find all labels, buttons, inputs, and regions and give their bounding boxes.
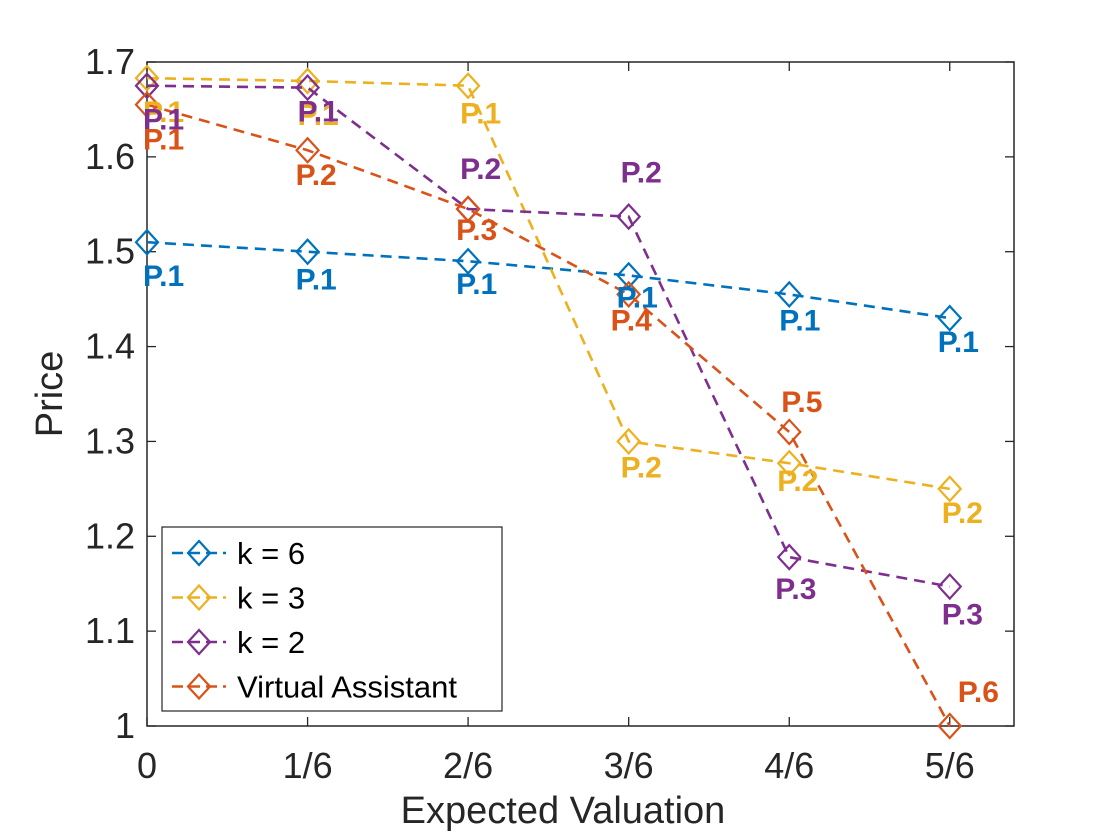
x-tick-label: 3/6 bbox=[604, 745, 654, 786]
axis-ticks: 0 1/6 2/6 3/6 4/6 5/6 1 1.1 1.2 1.3 1.4 1.5 1.6 1.7 bbox=[85, 41, 1014, 786]
data-point-marker bbox=[455, 247, 481, 275]
legend-item-2: k = 2 bbox=[172, 625, 305, 660]
point-labels: P.1 P.1 P.1 P.1P.1P.1P.1 P.1 P.1P.2 P.2P.2P.1 P… bbox=[143, 96, 999, 709]
y-tick-label: 1.7 bbox=[85, 41, 135, 82]
x-tick-label: 1/6 bbox=[283, 745, 333, 786]
legend-marker bbox=[186, 628, 212, 656]
data-point-marker bbox=[937, 572, 963, 601]
point-label: P.2 bbox=[777, 465, 818, 498]
point-label: P.3 bbox=[456, 214, 497, 247]
legend-label: k = 3 bbox=[237, 581, 305, 616]
y-tick-label: 1.2 bbox=[85, 515, 135, 556]
x-axis-title: Expected Valuation bbox=[401, 790, 726, 832]
legend-marker bbox=[186, 672, 212, 701]
point-label: P.1 bbox=[617, 281, 658, 314]
point-label: P.2 bbox=[296, 159, 337, 192]
point-label: P.1 bbox=[938, 326, 979, 359]
data-point-marker bbox=[134, 228, 160, 256]
series-1 bbox=[134, 64, 963, 503]
point-label: P.2 bbox=[621, 157, 662, 190]
point-label: P.1 bbox=[143, 104, 184, 137]
legend-item-0: k = 6 bbox=[172, 536, 305, 571]
y-axis-title: Price bbox=[29, 351, 71, 438]
data-point-marker bbox=[937, 304, 963, 332]
legend-marker bbox=[186, 583, 212, 612]
legend-marker bbox=[186, 539, 212, 567]
data-point-marker bbox=[295, 67, 321, 95]
data-point-marker bbox=[134, 91, 160, 119]
point-label: P.3 bbox=[942, 599, 983, 632]
series-3 bbox=[134, 91, 963, 740]
data-point-marker bbox=[776, 449, 802, 477]
point-label: P.4 bbox=[611, 304, 652, 337]
point-label: P.1 bbox=[298, 99, 339, 132]
point-label: P.1 bbox=[456, 268, 497, 301]
data-point-marker bbox=[616, 261, 642, 290]
point-label: P.1 bbox=[779, 304, 820, 337]
data-point-marker bbox=[295, 238, 321, 266]
x-tick-label: 5/6 bbox=[925, 745, 975, 786]
point-label: P.1 bbox=[460, 98, 501, 131]
y-tick-label: 1.4 bbox=[85, 326, 135, 367]
x-tick-label: 0 bbox=[137, 745, 157, 786]
point-label: P.5 bbox=[781, 386, 822, 419]
point-label: P.1 bbox=[298, 96, 339, 129]
data-point-marker bbox=[455, 195, 481, 223]
series-line bbox=[146, 84, 950, 588]
point-label: P.2 bbox=[942, 497, 983, 530]
y-tick-label: 1.1 bbox=[85, 610, 135, 651]
series-line bbox=[146, 76, 950, 491]
data-point-marker bbox=[937, 475, 963, 503]
data-point-marker bbox=[134, 72, 160, 100]
point-label: P.1 bbox=[296, 264, 337, 297]
legend-label: Virtual Assistant bbox=[237, 670, 457, 705]
series-group bbox=[134, 64, 963, 740]
data-point-marker bbox=[455, 72, 481, 100]
data-point-marker bbox=[776, 280, 802, 309]
series-line bbox=[146, 240, 950, 320]
y-tick-label: 1.6 bbox=[85, 136, 135, 177]
data-point-marker bbox=[776, 543, 802, 571]
x-tick-label: 2/6 bbox=[443, 745, 493, 786]
data-point-marker bbox=[295, 136, 321, 164]
point-label: P.1 bbox=[143, 124, 184, 157]
data-point-marker bbox=[937, 712, 963, 740]
data-point-marker bbox=[295, 73, 321, 102]
y-tick-label: 1.5 bbox=[85, 231, 135, 272]
data-point-marker bbox=[776, 418, 802, 446]
point-label: P.2 bbox=[460, 153, 501, 186]
legend-box bbox=[161, 526, 503, 712]
data-point-marker bbox=[616, 280, 642, 309]
legend-item-1: k = 3 bbox=[172, 581, 305, 616]
x-tick-label: 4/6 bbox=[764, 745, 814, 786]
data-point-marker bbox=[616, 202, 642, 231]
point-label: P.6 bbox=[958, 676, 999, 709]
series-0 bbox=[134, 228, 963, 332]
legend-label: k = 2 bbox=[237, 625, 305, 660]
point-label: P.2 bbox=[621, 451, 662, 484]
y-tick-label: 1 bbox=[115, 705, 135, 746]
data-point-marker bbox=[616, 427, 642, 456]
legend-label: k = 6 bbox=[237, 536, 305, 571]
point-label: P.1 bbox=[143, 96, 184, 129]
legend: k = 6 k = 3 k = 2 Virtual Assistant bbox=[161, 526, 503, 712]
point-label: P.3 bbox=[775, 573, 816, 606]
y-tick-label: 1.3 bbox=[85, 420, 135, 461]
point-label: P.1 bbox=[143, 260, 184, 293]
legend-item-3: Virtual Assistant bbox=[172, 670, 457, 705]
data-point-marker bbox=[134, 64, 160, 92]
